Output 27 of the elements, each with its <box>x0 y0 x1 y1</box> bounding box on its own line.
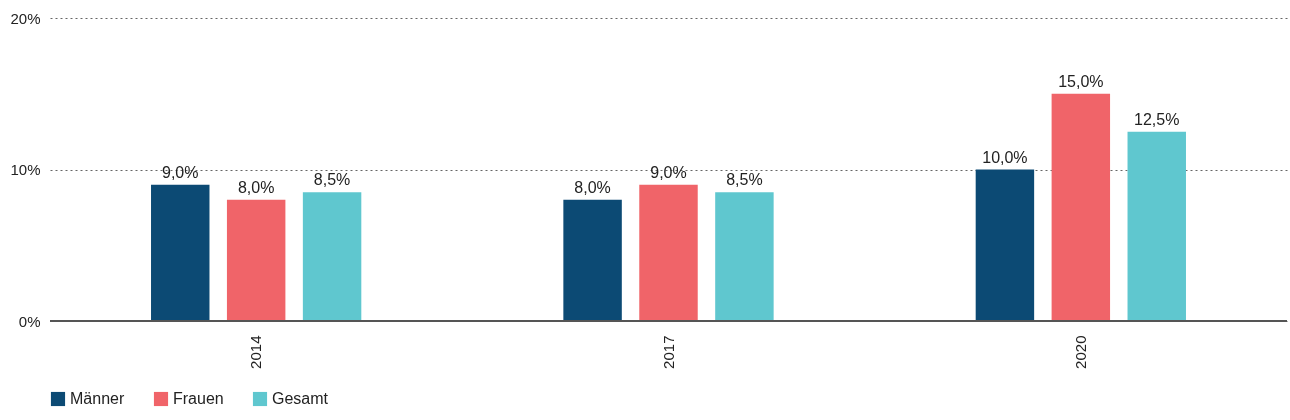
y-tick-label: 0% <box>18 312 41 330</box>
x-tick-label: 2020 <box>1071 335 1089 369</box>
data-label: 12,5% <box>1134 110 1180 128</box>
legend-label: Frauen <box>173 390 224 407</box>
data-label: 9,0% <box>162 163 199 181</box>
data-label: 10,0% <box>982 148 1028 166</box>
legend-label: Männer <box>70 390 125 407</box>
bar <box>639 184 698 321</box>
bar <box>151 184 210 321</box>
data-label: 8,0% <box>237 178 275 196</box>
data-label: 8,5% <box>726 171 763 189</box>
y-tick-label: 20% <box>10 9 41 27</box>
legend-label: Gesamt <box>272 390 329 407</box>
bar <box>563 199 622 321</box>
bar <box>302 192 362 321</box>
data-label: 15,0% <box>1058 72 1104 90</box>
data-label: 8,0% <box>574 178 611 196</box>
bar <box>975 169 1035 321</box>
bar <box>1051 93 1111 321</box>
bar <box>1127 131 1186 321</box>
y-tick-label: 10% <box>10 161 41 178</box>
bar <box>715 192 774 321</box>
data-label: 9,0% <box>650 163 687 181</box>
x-tick-label: 2014 <box>247 335 265 369</box>
bar <box>226 199 286 321</box>
data-label: 8,5% <box>313 171 351 189</box>
x-tick-label: 2017 <box>659 335 677 369</box>
